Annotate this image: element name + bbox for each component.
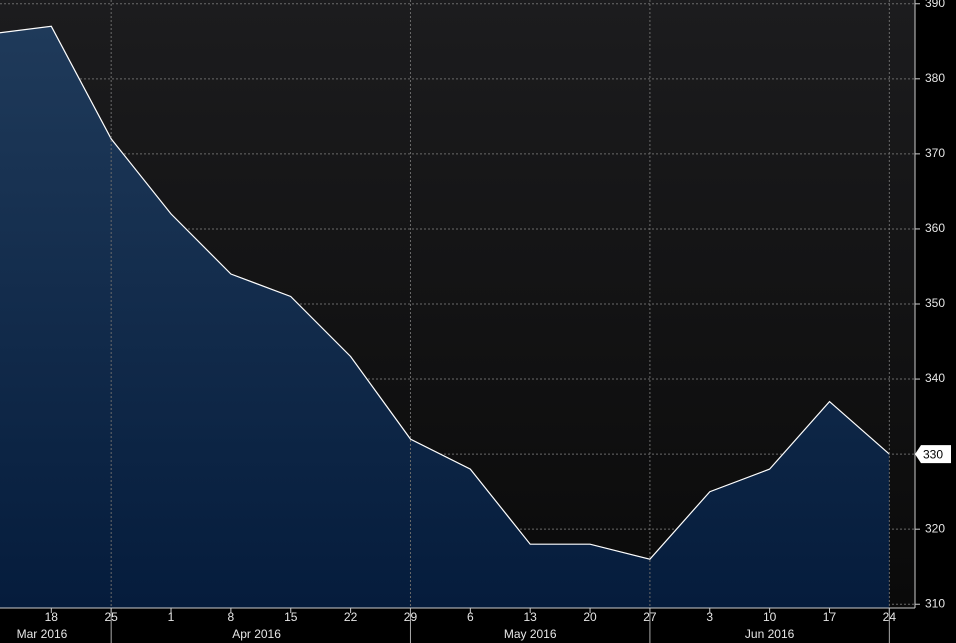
line [0,25,890,560]
y-tick-label: 370 [925,146,945,160]
y-tick-label: 380 [925,71,945,85]
y-tick-label: 350 [925,296,945,310]
x-tick-label: 17 [823,610,837,624]
month-label: Jun 2016 [745,627,795,641]
x-tick-label: 8 [228,610,235,624]
x-tick-label: 3 [706,610,713,624]
month-label: Apr 2016 [232,627,281,641]
x-tick-label: 1 [168,610,175,624]
x-tick-label: 6 [467,610,474,624]
x-tick-label: 15 [284,610,298,624]
y-tick-label: 390 [925,0,945,10]
month-label: May 2016 [504,627,557,641]
month-label: Mar 2016 [17,627,68,641]
x-tick-label: 18 [45,610,59,624]
x-tick-label: 10 [763,610,777,624]
y-tick-label: 340 [925,371,945,385]
y-tick-label: 320 [925,521,945,535]
last-value-label: 330 [923,447,943,461]
x-tick-label: 13 [524,610,538,624]
x-tick-label: 22 [344,610,358,624]
x-tick-label: 20 [583,610,597,624]
y-tick-label: 310 [925,596,945,610]
last-value-box [915,445,951,464]
y-tick-label: 360 [925,221,945,235]
area [0,26,890,608]
